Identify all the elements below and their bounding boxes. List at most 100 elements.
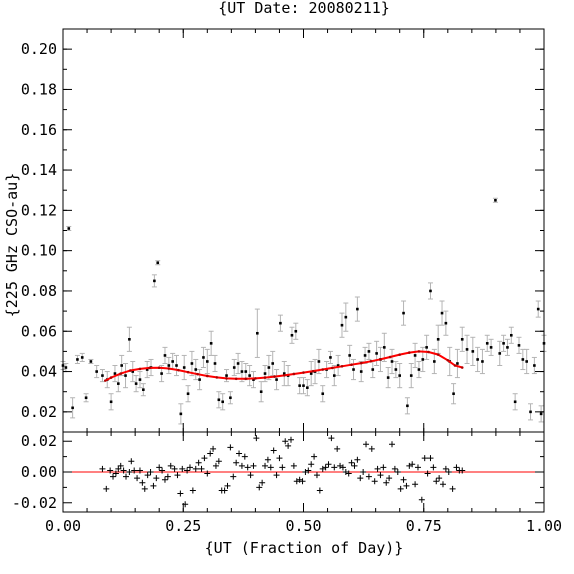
residual-point <box>276 455 283 462</box>
residual-point <box>331 464 338 471</box>
data-point <box>348 354 351 357</box>
fit-point <box>138 367 142 371</box>
residual-point <box>374 465 381 472</box>
residual-point <box>290 462 297 469</box>
fit-point <box>263 376 267 379</box>
data-point <box>363 354 367 357</box>
y-tick-label: 0.06 <box>21 322 57 340</box>
residual-point <box>403 482 410 489</box>
data-point <box>190 362 194 365</box>
data-point <box>225 374 228 377</box>
data-point <box>290 333 294 337</box>
residual-point <box>128 458 135 465</box>
fit-point <box>254 377 257 380</box>
y-tick-label: 0.10 <box>21 242 57 260</box>
residual-point <box>164 473 171 480</box>
residual-point <box>161 476 168 483</box>
data-point <box>282 372 286 375</box>
residual-point <box>319 465 326 472</box>
data-point <box>163 354 167 357</box>
fit-point <box>359 361 363 365</box>
y-tick-label: -0.02 <box>12 494 57 512</box>
data-point <box>124 374 127 377</box>
residual-point <box>377 472 384 479</box>
fit-point <box>215 376 219 379</box>
residual-point <box>430 464 437 471</box>
data-point <box>209 342 213 345</box>
data-point <box>142 388 145 391</box>
data-point <box>444 321 448 325</box>
x-axis-title: {UT (Fraction of Day)} <box>205 539 404 557</box>
residual-point <box>153 475 160 482</box>
fit-point <box>244 377 248 381</box>
residual-point <box>363 441 370 448</box>
data-point <box>402 311 405 315</box>
data-point <box>256 331 259 335</box>
residual-point <box>322 464 329 471</box>
fit-point <box>460 366 464 369</box>
data-point <box>84 396 88 400</box>
data-point <box>240 370 244 373</box>
fit-point <box>129 369 132 372</box>
residual-point <box>409 461 416 468</box>
data-point <box>390 360 394 363</box>
residual-point <box>150 482 157 489</box>
data-point <box>383 346 386 349</box>
data-point <box>352 368 355 371</box>
data-point <box>476 358 479 361</box>
residual-point <box>433 478 440 485</box>
residual-point <box>380 464 387 471</box>
chart-title: {UT Date: 20080211} <box>218 0 390 17</box>
fit-point <box>340 365 344 368</box>
fit-point <box>119 372 123 375</box>
data-point <box>221 400 224 404</box>
residual-point <box>354 456 361 463</box>
data-point <box>202 356 205 359</box>
residual-point <box>383 479 390 486</box>
data-point <box>67 227 71 230</box>
residual-point <box>224 482 231 489</box>
data-point <box>425 346 428 349</box>
data-point <box>525 360 528 363</box>
residual-point <box>136 467 143 474</box>
data-point <box>134 382 138 385</box>
residual-point <box>167 462 174 469</box>
residual-point <box>311 453 318 460</box>
data-point <box>138 378 142 381</box>
data-point <box>232 366 236 369</box>
data-point <box>275 378 278 381</box>
residual-point <box>339 464 346 471</box>
data-point <box>186 392 190 396</box>
data-point <box>440 311 444 315</box>
data-point <box>229 396 232 400</box>
residual-point <box>230 473 237 480</box>
residual-point <box>134 475 141 482</box>
residual-point <box>308 461 315 468</box>
fit-point <box>398 353 402 356</box>
residual-point <box>342 469 349 475</box>
residual-point <box>233 459 240 466</box>
data-point <box>95 370 98 373</box>
residual-point <box>110 473 117 480</box>
fit-point <box>234 377 238 381</box>
residual-point <box>107 467 114 474</box>
residual-point <box>201 455 208 462</box>
residual-point <box>439 481 446 488</box>
data-point <box>332 374 336 377</box>
residual-point <box>189 487 196 494</box>
residual-point <box>453 464 460 471</box>
residual-point <box>328 435 335 442</box>
fit-point <box>446 358 450 362</box>
data-point <box>533 364 536 367</box>
fit-point <box>311 369 315 373</box>
residual-point <box>436 475 443 482</box>
residual-point <box>141 485 148 492</box>
x-tick-label: 0.25 <box>165 517 201 535</box>
residual-point <box>424 470 431 477</box>
data-point <box>409 374 413 377</box>
residual-point <box>414 464 421 471</box>
residual-point <box>270 447 277 454</box>
data-point <box>485 342 489 345</box>
residual-point <box>256 484 263 491</box>
residual-point <box>445 469 452 475</box>
